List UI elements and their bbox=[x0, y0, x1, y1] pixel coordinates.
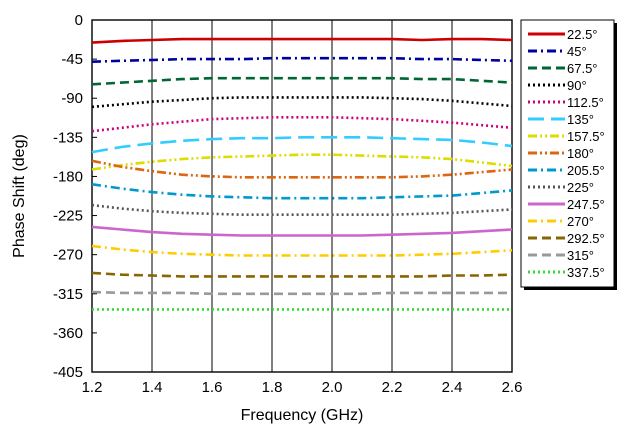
legend-label: 45° bbox=[567, 44, 587, 59]
series-line bbox=[91, 290, 512, 296]
y-axis-label: Phase Shift (deg) bbox=[11, 134, 28, 258]
x-tick-label: 2.6 bbox=[502, 379, 523, 396]
series-lines bbox=[91, 37, 513, 311]
x-tick-labels: 1.2 1.4 1.6 1.8 2.0 2.2 2.4 2.6 bbox=[82, 379, 523, 396]
series-line bbox=[91, 37, 513, 44]
legend-label: 292.5° bbox=[567, 231, 605, 246]
legend-label: 90° bbox=[567, 78, 587, 93]
y-tick-label: -225 bbox=[53, 208, 83, 225]
series-line bbox=[91, 96, 513, 109]
x-axis-label: Frequency (GHz) bbox=[241, 407, 364, 424]
x-tick-label: 2.0 bbox=[322, 379, 343, 396]
x-tick-label: 1.4 bbox=[142, 379, 163, 396]
legend-label: 180° bbox=[567, 146, 594, 161]
legend-label: 112.5° bbox=[567, 95, 604, 110]
series-line bbox=[91, 159, 513, 179]
legend: 22.5° 45° 67.5° 90° 112.5° 135° 157.5° 180° 205.… bbox=[520, 19, 617, 290]
y-tick-label: -135 bbox=[53, 129, 83, 146]
legend-label: 270° bbox=[567, 214, 594, 229]
x-tick-label: 1.2 bbox=[82, 379, 103, 396]
series-line bbox=[91, 116, 513, 133]
y-tick-label: -90 bbox=[61, 90, 83, 107]
y-tick-label: -45 bbox=[61, 51, 83, 68]
y-tick-label: -270 bbox=[53, 247, 83, 264]
series-line bbox=[91, 183, 513, 200]
y-tick-label: -180 bbox=[53, 168, 83, 185]
y-tick-label: -315 bbox=[53, 286, 83, 303]
x-tick-label: 1.6 bbox=[202, 379, 223, 396]
plot-area-frame bbox=[91, 19, 513, 373]
series-line bbox=[91, 203, 513, 216]
series-line bbox=[91, 271, 513, 278]
y-tick-label: 0 bbox=[75, 12, 83, 29]
legend-label: 205.5° bbox=[567, 163, 605, 178]
y-tick-label: -360 bbox=[53, 325, 83, 342]
legend-label: 337.5° bbox=[567, 265, 605, 280]
legend-label: 67.5° bbox=[567, 61, 598, 76]
x-tick-label: 1.8 bbox=[262, 379, 283, 396]
legend-label: 315° bbox=[567, 248, 594, 263]
x-tick-label: 2.4 bbox=[442, 379, 463, 396]
legend-label: 135° bbox=[567, 112, 594, 127]
series-line bbox=[91, 153, 513, 171]
series-line bbox=[91, 56, 513, 63]
legend-label: 225° bbox=[567, 180, 594, 195]
y-tick-labels: 0 -45 -90 -135 -180 -225 -270 -315 -360 -405 bbox=[53, 12, 83, 381]
series-line bbox=[91, 76, 513, 86]
legend-label: 247.5° bbox=[567, 197, 605, 212]
series-line bbox=[91, 244, 513, 257]
legend-label: 157.5° bbox=[567, 129, 605, 144]
series-line bbox=[91, 136, 513, 154]
legend-label: 22.5° bbox=[567, 27, 598, 42]
y-tick-label: -405 bbox=[53, 364, 83, 381]
x-tick-label: 2.2 bbox=[382, 379, 403, 396]
series-line bbox=[91, 225, 513, 237]
